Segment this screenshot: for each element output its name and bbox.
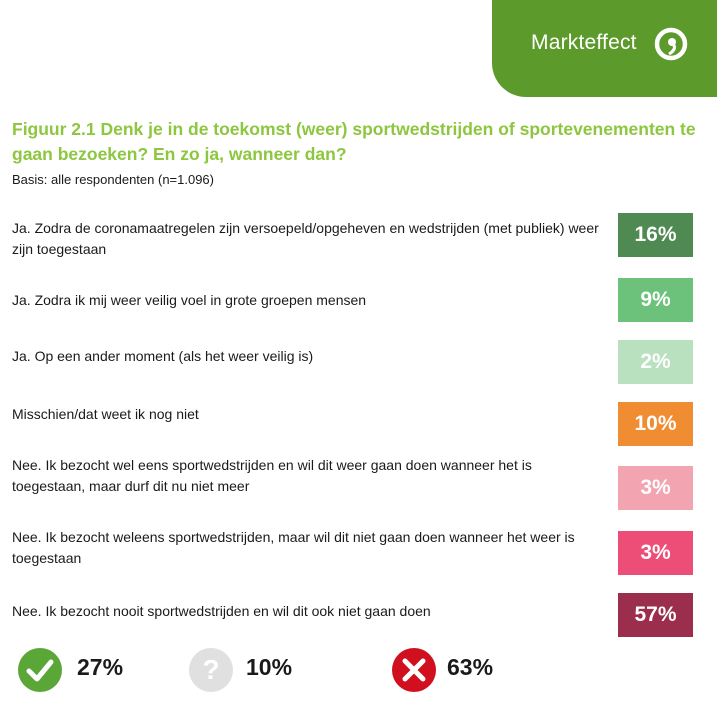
brand-name: Markteffect [531,31,637,54]
answer-label: Misschien/dat weet ik nog niet [12,406,199,422]
summary-maybe-value: 10% [246,654,293,680]
answer-label: Ja. Op een ander moment (als het weer ve… [12,348,314,364]
figure-subtitle: Basis: alle respondenten (n=1.096) [12,172,214,187]
answer-label: Nee. Ik bezocht weleens sportwedstrijden… [12,529,575,566]
answer-label: Ja. Zodra ik mij weer veilig voel in gro… [12,292,367,308]
percentage-badge: 9% [618,278,693,322]
answer-label: Nee. Ik bezocht nooit sportwedstrijden e… [12,603,431,619]
brand-tab [492,0,717,97]
check-icon [18,648,62,692]
cross-icon [392,648,436,692]
svg-text:?: ? [202,654,219,685]
percentage-badge: 16% [618,213,693,257]
figure-title: Figuur 2.1 Denk je in de toekomst (weer)… [12,119,696,164]
question-icon: ? [189,648,233,692]
percentage-badge: 2% [618,340,693,384]
summary-no-value: 63% [447,654,494,680]
answer-label: Ja. Zodra de coronamaatregelen zijn vers… [12,220,599,257]
brand-logo-icon [654,27,688,61]
percentage-badge: 57% [618,593,693,637]
percentage-badge: 3% [618,531,693,575]
answer-label: Nee. Ik bezocht wel eens sportwedstrijde… [12,457,532,494]
percentage-badge: 3% [618,466,693,510]
percentage-badge: 10% [618,402,693,446]
summary-yes-value: 27% [77,654,124,680]
